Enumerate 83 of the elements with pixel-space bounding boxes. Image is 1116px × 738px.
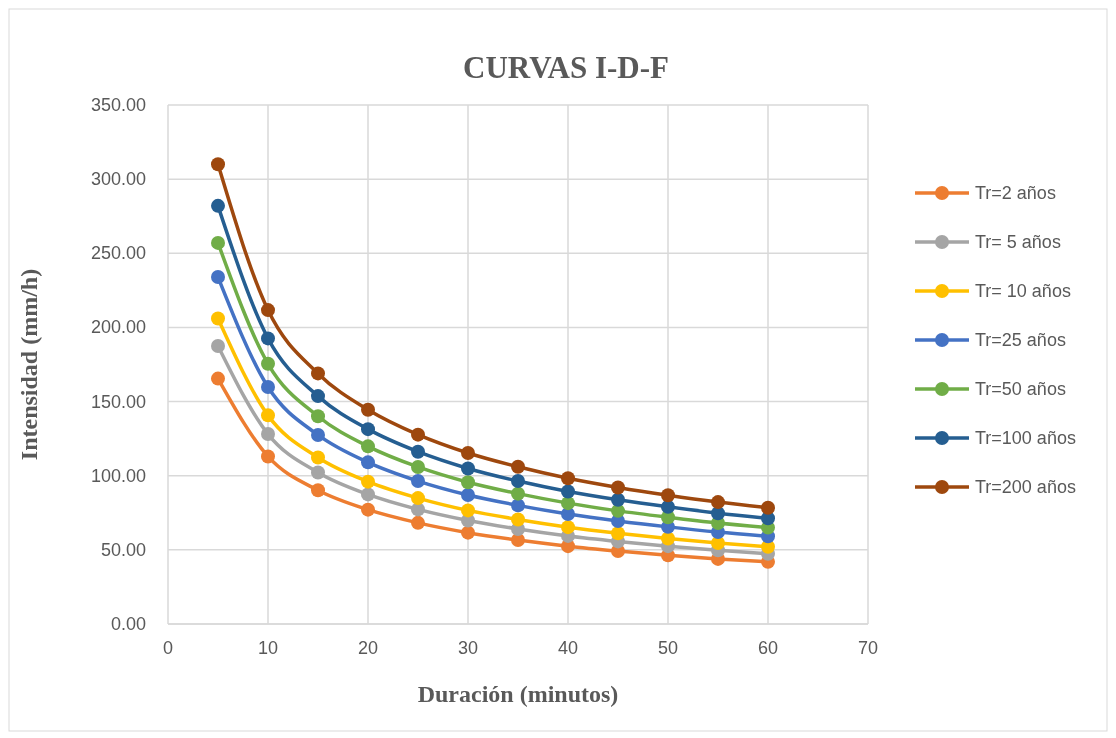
point: [511, 498, 525, 513]
point: [761, 500, 775, 515]
point: [261, 380, 275, 395]
point: [461, 503, 475, 518]
point: [411, 474, 425, 489]
x-tick-label: 10: [257, 638, 279, 658]
point: [411, 427, 425, 442]
point: [411, 491, 425, 506]
point: [611, 503, 625, 518]
point: [361, 402, 375, 417]
point: [211, 371, 225, 386]
y-tick-label: 200.00: [90, 317, 146, 338]
point: [611, 492, 625, 507]
point: [411, 444, 425, 459]
legend-label: Tr= 10 años: [975, 281, 1071, 301]
x-tick-label: 50: [657, 638, 679, 658]
point: [311, 465, 325, 480]
point: [211, 157, 225, 172]
chart-title: CURVAS I-D-F: [463, 50, 669, 85]
point: [211, 338, 225, 353]
y-tick-label: 50.00: [100, 539, 146, 560]
point: [261, 356, 275, 371]
point: [561, 484, 575, 499]
point: [311, 483, 325, 498]
point: [711, 495, 725, 510]
x-tick-label: 0: [162, 638, 174, 658]
legend-label: Tr=200 años: [975, 477, 1076, 497]
point: [211, 270, 225, 285]
legend-label: Tr=100 años: [975, 428, 1076, 448]
y-tick-label: 150.00: [90, 391, 146, 412]
point: [311, 366, 325, 381]
y-axis-title: Intensidad (mm/h): [16, 268, 42, 461]
point: [261, 449, 275, 464]
legend-label: Tr=50 años: [975, 379, 1066, 399]
point: [461, 461, 475, 476]
point: [511, 486, 525, 501]
point: [261, 427, 275, 442]
point: [361, 502, 375, 517]
point: [561, 471, 575, 486]
point: [211, 311, 225, 326]
y-tick-label: 300.00: [90, 169, 146, 190]
point: [511, 459, 525, 474]
point: [461, 475, 475, 490]
x-axis-title: Duración (minutos): [417, 681, 619, 707]
point: [311, 450, 325, 465]
point: [361, 455, 375, 470]
point: [361, 422, 375, 437]
point: [461, 446, 475, 461]
point: [311, 389, 325, 404]
point: [261, 408, 275, 423]
point: [361, 439, 375, 454]
legend-label: Tr=25 años: [975, 330, 1066, 350]
x-tick-label: 20: [357, 638, 379, 658]
x-tick-label: 40: [557, 638, 579, 658]
point: [411, 459, 425, 474]
point: [211, 198, 225, 213]
x-tick-label: 30: [457, 638, 479, 658]
point: [511, 474, 525, 489]
point: [261, 303, 275, 318]
point: [611, 480, 625, 495]
legend-label: Tr= 5 años: [975, 232, 1061, 252]
x-tick-label: 60: [757, 638, 779, 658]
point: [461, 487, 475, 502]
legend-label: Tr=2 años: [975, 183, 1056, 203]
point: [561, 496, 575, 511]
point: [361, 474, 375, 489]
point: [611, 526, 625, 541]
point: [411, 515, 425, 530]
point: [261, 331, 275, 346]
point: [661, 499, 675, 514]
y-tick-label: 350.00: [90, 95, 146, 115]
point: [461, 525, 475, 540]
point: [511, 512, 525, 527]
y-tick-label: 0.00: [110, 614, 146, 634]
point: [561, 520, 575, 535]
point: [211, 235, 225, 250]
point: [361, 487, 375, 502]
y-tick-label: 250.00: [90, 243, 146, 264]
x-tick-label: 70: [857, 638, 879, 658]
point: [311, 409, 325, 424]
point: [661, 488, 675, 503]
y-tick-label: 100.00: [90, 465, 146, 486]
point: [311, 427, 325, 442]
